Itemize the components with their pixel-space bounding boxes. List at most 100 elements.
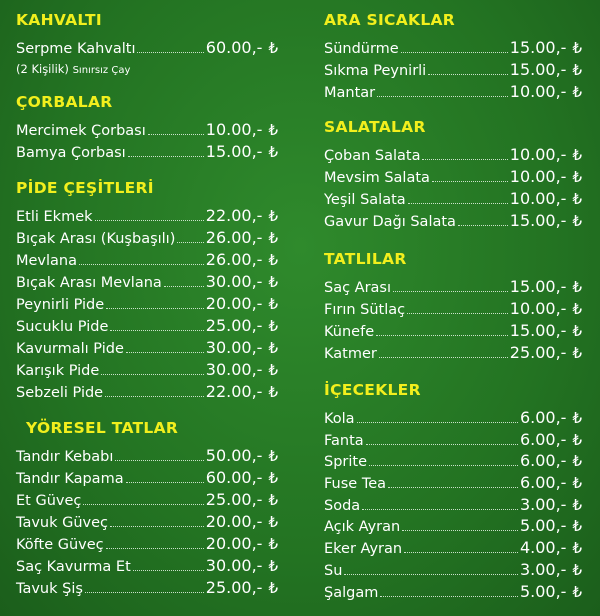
currency-symbol: ₺ <box>268 121 278 139</box>
item-price: 30.00,- <box>205 556 263 575</box>
item-name: Köfte Güveç <box>16 537 104 553</box>
menu-item: Sebzeli Pide 22.00,- ₺ <box>16 381 278 403</box>
currency-symbol: ₺ <box>572 452 582 471</box>
dot-leader <box>79 264 204 265</box>
item-price: 15.00,- <box>509 211 567 230</box>
item-name: Yeşil Salata <box>324 192 406 208</box>
item-name: Künefe <box>324 324 375 340</box>
menu-item: Tandır Kebabı 50.00,- ₺ <box>16 445 278 467</box>
item-price: 22.00,- <box>205 382 263 401</box>
menu-item: Bıçak Arası Mevlana 30.00,- ₺ <box>16 271 278 293</box>
item-name: Fanta <box>324 432 364 449</box>
dot-leader <box>377 96 508 97</box>
item-price: 22.00,- <box>205 206 263 225</box>
item-price: 60.00,- <box>205 38 263 57</box>
dot-leader <box>105 396 204 397</box>
currency-symbol: ₺ <box>268 469 278 487</box>
currency-symbol: ₺ <box>268 513 278 531</box>
section-title: SALATALAR <box>324 118 426 136</box>
currency-symbol: ₺ <box>572 300 582 318</box>
menu-item: Çoban Salata 10.00,- ₺ <box>324 144 582 166</box>
currency-symbol: ₺ <box>572 474 582 493</box>
currency-symbol: ₺ <box>268 361 278 379</box>
currency-symbol: ₺ <box>572 409 582 427</box>
item-price: 6.00,- <box>519 408 567 427</box>
currency-symbol: ₺ <box>268 251 278 269</box>
item-price: 5.00,- <box>519 516 567 536</box>
dot-leader <box>402 530 518 532</box>
item-name: Gavur Dağı Salata <box>324 214 456 230</box>
dot-leader <box>422 159 508 160</box>
dot-leader <box>380 595 518 597</box>
item-name: Mercimek Çorbası <box>16 123 146 139</box>
item-price: 3.00,- <box>519 494 567 514</box>
menu-item: Bıçak Arası (Kuşbaşılı) 26.00,- ₺ <box>16 227 278 249</box>
item-price: 15.00,- <box>509 321 567 340</box>
item-name: Çoban Salata <box>324 148 421 164</box>
menu-item: Fuse Tea 6.00,- ₺ <box>324 472 582 494</box>
item-name: Mevlana <box>16 253 78 269</box>
section-tatlilar: TATLILAR Saç Arası 15.00,- ₺ Fırın Sütlaç 10.… <box>324 248 582 364</box>
item-price: 15.00,- <box>509 60 567 79</box>
currency-symbol: ₺ <box>268 383 278 401</box>
item-name: Fuse Tea <box>324 476 387 493</box>
menu-item: Kola 6.00,- ₺ <box>324 407 582 429</box>
item-name: Eker Ayran <box>324 541 403 558</box>
item-name: Sıkma Peynirli <box>324 63 427 79</box>
item-name: Saç Kavurma Et <box>16 559 131 575</box>
dot-leader <box>407 313 508 314</box>
menu-item: Saç Kavurma Et 30.00,- ₺ <box>16 555 278 577</box>
currency-symbol: ₺ <box>572 146 582 164</box>
dot-leader <box>404 552 518 554</box>
currency-symbol: ₺ <box>572 517 582 536</box>
menu-item: Künefe 15.00,- ₺ <box>324 320 582 342</box>
dot-leader <box>127 156 204 157</box>
currency-symbol: ₺ <box>268 143 278 161</box>
item-price: 10.00,- <box>509 145 567 164</box>
dot-leader <box>356 422 518 423</box>
item-price: 25.00,- <box>509 343 567 362</box>
item-name: Su <box>324 562 343 579</box>
currency-symbol: ₺ <box>572 322 582 340</box>
dot-leader <box>83 504 204 505</box>
dot-leader <box>400 52 508 53</box>
currency-symbol: ₺ <box>572 344 582 362</box>
dot-leader <box>125 352 204 353</box>
item-price: 50.00,- <box>205 446 263 465</box>
item-price: 15.00,- <box>509 38 567 57</box>
item-price: 5.00,- <box>519 581 567 601</box>
menu-item: Fanta 6.00,- ₺ <box>324 429 582 451</box>
menu-item: Bamya Çorbası 15.00,- ₺ <box>16 141 278 163</box>
item-price: 25.00,- <box>205 316 263 335</box>
item-name: Bamya Çorbası <box>16 145 126 161</box>
item-price: 6.00,- <box>519 451 567 471</box>
menu-item: Sündürme 15.00,- ₺ <box>324 37 582 59</box>
item-price: 4.00,- <box>519 538 567 558</box>
item-price: 20.00,- <box>205 294 263 313</box>
currency-symbol: ₺ <box>572 539 582 558</box>
item-name: Bıçak Arası Mevlana <box>16 275 162 291</box>
item-price: 30.00,- <box>205 338 263 357</box>
dot-leader <box>177 242 204 243</box>
item-price: 10.00,- <box>509 189 567 208</box>
item-price: 26.00,- <box>205 228 263 247</box>
dot-leader <box>344 573 518 575</box>
menu-item: Tandır Kapama 60.00,- ₺ <box>16 467 278 489</box>
menu-item: Gavur Dağı Salata 15.00,- ₺ <box>324 210 582 232</box>
currency-symbol: ₺ <box>572 39 582 57</box>
item-name: Katmer <box>324 346 377 362</box>
menu-item: Soda 3.00,- ₺ <box>324 494 582 516</box>
item-name: Sebzeli Pide <box>16 385 104 401</box>
currency-symbol: ₺ <box>268 39 278 57</box>
currency-symbol: ₺ <box>572 560 582 579</box>
menu-item: Mevsim Salata 10.00,- ₺ <box>324 166 582 188</box>
item-name: Etli Ekmek <box>16 209 93 225</box>
menu-item: Kavurmalı Pide 30.00,- ₺ <box>16 337 278 359</box>
item-name: Tandır Kebabı <box>16 449 114 465</box>
dot-leader <box>388 487 518 489</box>
menu-item: Karışık Pide 30.00,- ₺ <box>16 359 278 381</box>
dot-leader <box>378 357 508 358</box>
item-price: 6.00,- <box>519 473 567 493</box>
note-unlimited-tea: Sınırsız Çay <box>72 65 131 76</box>
item-price: 25.00,- <box>205 578 263 597</box>
